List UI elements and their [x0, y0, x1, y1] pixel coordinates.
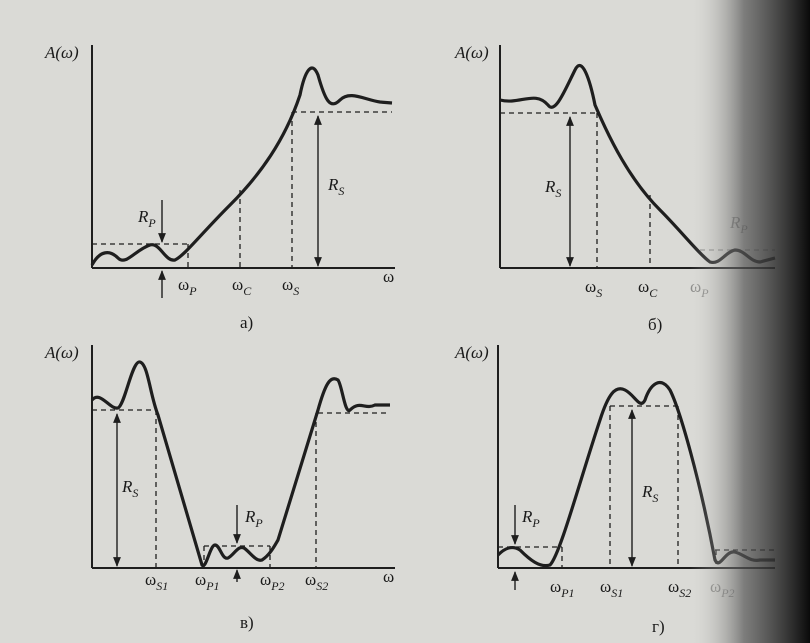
label-base: R [244, 507, 256, 526]
label: RP [137, 207, 156, 230]
label-base: ω [668, 577, 679, 596]
label-base: ω [585, 277, 596, 296]
label-sub: S [132, 486, 138, 500]
label-base: R [521, 507, 533, 526]
y-axis-label: A(ω) [454, 343, 489, 362]
label-base: ω [600, 577, 611, 596]
label-base: R [121, 477, 133, 496]
label: RS [327, 175, 344, 198]
label: ωC [638, 277, 658, 300]
label: ωS1 [145, 570, 168, 593]
page-shadow [690, 0, 810, 643]
label-base: ω [260, 570, 271, 589]
label: RP [521, 507, 540, 530]
label-base: ω [282, 275, 293, 294]
caption: б) [648, 315, 662, 334]
label: ωS [282, 275, 299, 298]
label: ωS [585, 277, 602, 300]
label-base: ω [383, 267, 394, 286]
y-axis-label: A(ω) [44, 343, 79, 362]
label: ωS2 [668, 577, 691, 600]
label-sub: S1 [156, 579, 168, 593]
label-sub: P [147, 216, 156, 230]
label-sub: P [254, 516, 263, 530]
label: RP [244, 507, 263, 530]
y-axis-label: A(ω) [44, 43, 79, 62]
label: ωP2 [260, 570, 285, 593]
label-base: ω [145, 570, 156, 589]
label-sub: P1 [205, 579, 219, 593]
label-sub: S2 [316, 579, 328, 593]
label-sub: P [188, 284, 197, 298]
label-sub: P [531, 516, 540, 530]
label-sub: S2 [679, 586, 691, 600]
label-sub: P1 [560, 586, 574, 600]
label-base: ω [232, 275, 243, 294]
caption: в) [240, 613, 254, 632]
label: ωP1 [550, 577, 575, 600]
panel-a [90, 45, 395, 298]
label: ω [383, 567, 394, 586]
label-base: R [327, 175, 339, 194]
y-axis-label: A(ω) [454, 43, 489, 62]
caption: а) [240, 313, 253, 332]
label-base: ω [195, 570, 206, 589]
label: ωS1 [600, 577, 623, 600]
label: RS [641, 482, 658, 505]
label-base: ω [638, 277, 649, 296]
label-base: R [137, 207, 149, 226]
label-sub: P2 [270, 579, 284, 593]
label-base: R [641, 482, 653, 501]
label-sub: S [338, 184, 344, 198]
label-base: ω [305, 570, 316, 589]
label: ωS2 [305, 570, 328, 593]
label-base: R [544, 177, 556, 196]
label: ωP1 [195, 570, 220, 593]
label: ωP [178, 275, 197, 298]
label-sub: S [555, 186, 561, 200]
label-sub: S1 [611, 586, 623, 600]
label: ωC [232, 275, 252, 298]
label-sub: S [652, 491, 658, 505]
label-sub: C [649, 286, 658, 300]
label-base: ω [178, 275, 189, 294]
label-sub: S [596, 286, 602, 300]
label-base: ω [383, 567, 394, 586]
label: RS [544, 177, 561, 200]
label: ω [383, 267, 394, 286]
label: RS [121, 477, 138, 500]
caption: г) [652, 617, 665, 636]
panel-v [90, 345, 395, 582]
label-base: ω [550, 577, 561, 596]
label-sub: S [293, 284, 299, 298]
label-sub: C [243, 284, 252, 298]
